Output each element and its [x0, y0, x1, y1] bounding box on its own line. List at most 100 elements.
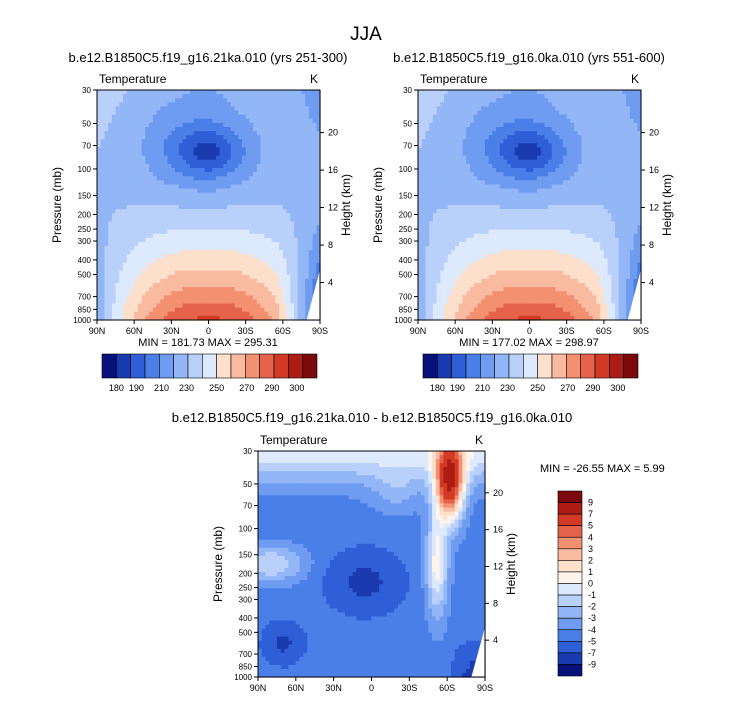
contour-cell	[305, 135, 310, 140]
contour-cell	[215, 213, 221, 218]
contour-cell	[163, 159, 169, 165]
contour-cell	[256, 200, 262, 206]
contour-cell	[208, 94, 213, 99]
contour-cell	[163, 315, 169, 321]
contour-cell	[223, 241, 228, 247]
contour-cell	[477, 172, 482, 177]
contour-cell	[305, 274, 310, 280]
contour-cell	[529, 114, 534, 120]
contour-cell	[175, 98, 180, 103]
contour-cell	[230, 241, 236, 247]
contour-cell	[555, 98, 560, 103]
contour-cell	[473, 163, 479, 169]
contour-cell	[115, 159, 120, 165]
contour-cell	[600, 118, 605, 124]
contour-cell	[204, 266, 210, 272]
contour-cell	[544, 98, 549, 103]
contour-cell	[123, 135, 128, 140]
contour-cell	[175, 126, 180, 132]
contour-cell	[130, 110, 135, 116]
contour-cell	[238, 303, 243, 309]
contour-cell	[622, 168, 627, 173]
contour-cell	[100, 266, 106, 272]
contour-cell	[134, 184, 139, 190]
contour-cell	[629, 135, 635, 140]
contour-cell	[429, 163, 434, 169]
contour-cell	[141, 139, 146, 144]
contour-cell	[137, 237, 143, 243]
contour-cell	[462, 147, 467, 153]
contour-cell	[215, 233, 221, 239]
contour-cell	[271, 283, 276, 288]
contour-cell	[470, 168, 475, 173]
contour-cell	[175, 102, 180, 108]
contour-cell	[160, 106, 165, 112]
contour-cell	[496, 151, 501, 157]
contour-cell	[488, 94, 493, 99]
contour-cell	[100, 254, 106, 259]
contour-cell	[418, 118, 423, 124]
contour-cell	[566, 90, 571, 95]
contour-cell	[249, 168, 254, 173]
contour-cell	[204, 258, 210, 264]
contour-cell	[432, 184, 438, 190]
contour-cell	[97, 311, 102, 317]
contour-cell	[115, 122, 120, 128]
contour-cell	[282, 98, 288, 103]
contour-cell	[119, 139, 124, 144]
contour-cell	[514, 126, 519, 132]
contour-cell	[559, 110, 564, 116]
contour-cell	[97, 172, 102, 177]
contour-cell	[286, 168, 291, 173]
contour-cell	[477, 98, 482, 103]
contour-cell	[301, 283, 306, 288]
contour-cell	[484, 184, 490, 190]
contour-cell	[540, 102, 545, 108]
contour-cell	[208, 98, 213, 103]
contour-cell	[219, 250, 224, 255]
contour-cell	[533, 168, 538, 173]
contour-cell	[260, 168, 265, 173]
contour-cell	[175, 270, 180, 276]
contour-cell	[193, 118, 198, 124]
contour-cell	[279, 151, 284, 157]
contour-cell	[293, 291, 299, 296]
contour-cell	[100, 221, 106, 227]
contour-cell	[119, 168, 124, 173]
contour-cell	[559, 122, 564, 128]
contour-cell	[308, 139, 314, 144]
contour-cell	[223, 102, 228, 108]
contour-cell	[253, 291, 258, 296]
contour-cell	[562, 135, 568, 140]
contour-cell	[119, 311, 124, 317]
contour-cell	[186, 184, 191, 190]
contour-cell	[134, 274, 139, 280]
contour-cell	[488, 151, 493, 157]
contour-cell	[208, 139, 213, 144]
contour-cell	[600, 98, 605, 103]
contour-cell	[421, 159, 427, 165]
contour-cell	[204, 205, 210, 210]
contour-cell	[108, 110, 113, 116]
contour-cell	[473, 90, 479, 95]
contour-cell	[548, 90, 553, 95]
contour-cell	[297, 266, 303, 272]
contour-cell	[637, 135, 642, 140]
contour-cell	[156, 283, 161, 288]
contour-cell	[111, 106, 117, 112]
contour-cell	[104, 184, 109, 190]
contour-cell	[204, 246, 210, 251]
contour-cell	[186, 147, 191, 153]
contour-cell	[104, 303, 109, 309]
contour-cell	[447, 106, 453, 112]
contour-cell	[637, 172, 642, 177]
contour-cell	[245, 118, 250, 124]
contour-cell	[264, 131, 269, 136]
contour-cell	[234, 270, 239, 276]
contour-cell	[522, 155, 527, 161]
contour-cell	[230, 270, 236, 276]
contour-cell	[518, 143, 523, 149]
contour-cell	[182, 274, 187, 280]
contour-cell	[156, 151, 161, 157]
contour-cell	[570, 168, 575, 173]
